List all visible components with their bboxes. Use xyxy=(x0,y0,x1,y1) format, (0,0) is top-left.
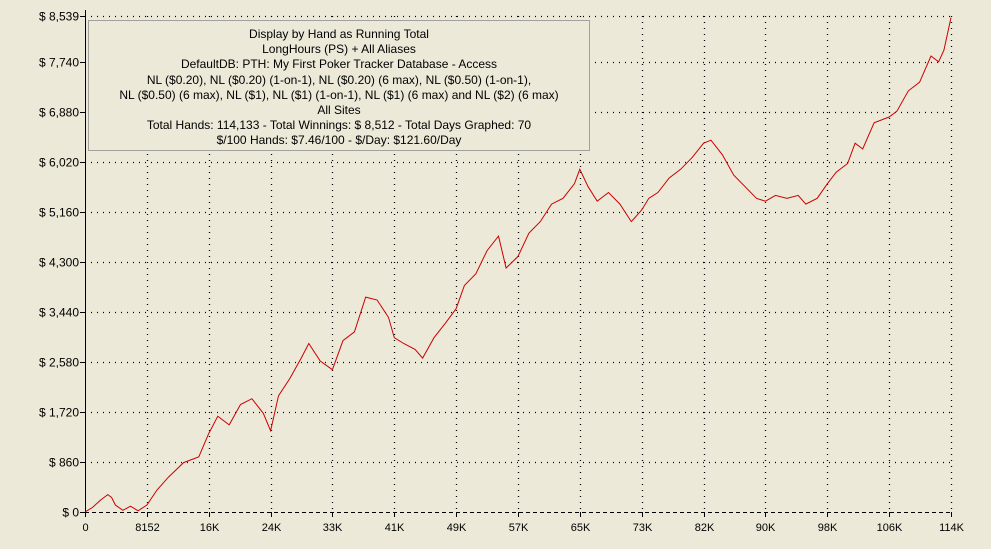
x-tick-label: 65K xyxy=(571,522,591,534)
x-tick-label: 114K xyxy=(939,522,965,534)
y-tick-label: $ 4,300 xyxy=(39,256,79,270)
info-title: Display by Hand as Running Total xyxy=(249,27,429,41)
y-tick-label: $ 3,440 xyxy=(39,306,79,320)
info-games-line-2: NL ($0.50) (6 max), NL ($1), NL ($1) (1-… xyxy=(119,87,559,102)
info-games-line-1: NL ($0.20), NL ($0.20) (1-on-1), NL ($0.… xyxy=(146,72,532,87)
x-tick-label: 73K xyxy=(633,522,653,534)
info-database: DefaultDB: PTH: My First Poker Tracker D… xyxy=(180,57,498,72)
y-tick-label: $ 7,740 xyxy=(39,56,79,70)
y-tick-label: $ 6,020 xyxy=(39,156,79,170)
y-tick-label: $ 2,580 xyxy=(39,356,79,370)
y-tick-label: $ 6,880 xyxy=(39,106,79,120)
y-tick-label: $ 860 xyxy=(49,456,79,470)
info-sites: All Sites xyxy=(317,103,361,118)
x-tick-label: 33K xyxy=(323,522,343,534)
y-tick-label: $ 5,160 xyxy=(39,206,79,220)
axes xyxy=(80,10,952,517)
x-tick-label: 16K xyxy=(200,522,220,534)
x-tick-label: 82K xyxy=(695,522,715,534)
y-tick-label: $ 8,539 xyxy=(39,10,79,24)
y-tick-label: $ 0 xyxy=(62,506,79,520)
x-tick-labels: 0 8152 16K 24K 33K 41K 49K 57K 65K 73K 82K 90K 98K 10… xyxy=(82,522,964,534)
info-totals: Total Hands: 114,133 - Total Winnings: $… xyxy=(146,118,532,133)
y-tick-labels: $ 0 $ 860 $ 1,720 $ 2,580 $ 3,440 $ 4,300 $ 5,… xyxy=(39,10,79,520)
info-box: Display by Hand as Running Total LongHou… xyxy=(88,20,590,151)
x-tick-label: 106K xyxy=(877,522,903,534)
y-tick-label: $ 1,720 xyxy=(39,406,79,420)
info-rates: $/100 Hands: $7.46/100 - $/Day: $121.60/… xyxy=(216,133,462,148)
x-tick-label: 8152 xyxy=(135,522,159,534)
x-tick-label: 41K xyxy=(385,522,405,534)
x-tick-label: 49K xyxy=(447,522,467,534)
x-tick-label: 90K xyxy=(756,522,776,534)
x-tick-label: 98K xyxy=(818,522,838,534)
x-tick-label: 0 xyxy=(82,522,88,534)
info-player: LongHours (PS) + All Aliases xyxy=(262,42,416,57)
x-tick-label: 57K xyxy=(509,522,529,534)
x-tick-label: 24K xyxy=(262,522,282,534)
running-total-line xyxy=(84,17,952,513)
